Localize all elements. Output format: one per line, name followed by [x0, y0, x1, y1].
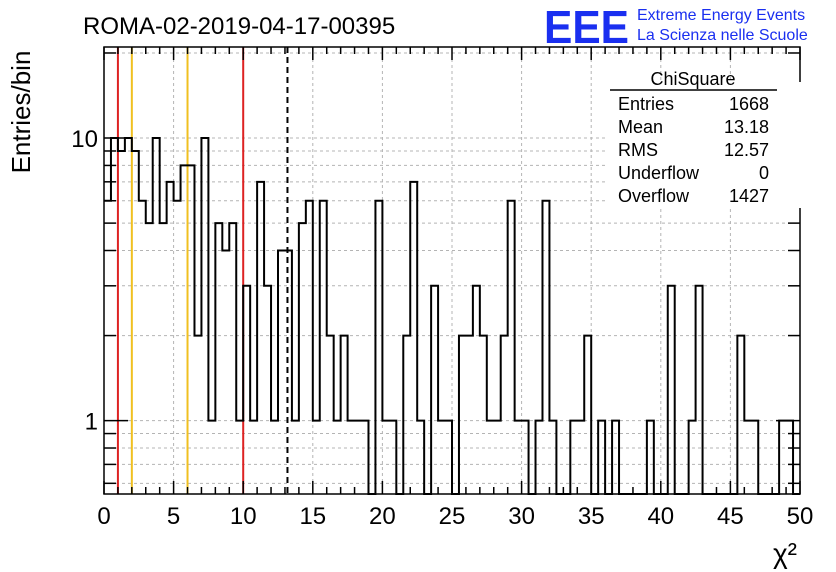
stats-label: RMS [618, 140, 658, 160]
stats-value: 0 [759, 163, 769, 183]
x-tick-label: 35 [578, 503, 605, 530]
axis-ticks [103, 47, 801, 494]
x-axis-label: χ² [773, 538, 797, 569]
logo-eee: EEE [544, 1, 629, 53]
reference-lines [116, 47, 289, 494]
x-tick-label: 40 [647, 503, 674, 530]
x-tick-label: 5 [167, 503, 180, 530]
x-tick-label: 0 [97, 503, 110, 530]
x-tick-label: 20 [369, 503, 396, 530]
tick-labels: 0 5 10 15 20 25 30 35 40 45 50 1 10 [71, 126, 813, 530]
stats-title: ChiSquare [650, 69, 735, 89]
y-tick-label: 1 [85, 409, 98, 436]
y-tick-label: 10 [71, 126, 98, 153]
stats-value: 1668 [729, 94, 769, 114]
stats-value: 13.18 [724, 117, 769, 137]
x-tick-label: 30 [508, 503, 535, 530]
x-tick-label: 50 [787, 503, 814, 530]
logo-line2: La Scienza nelle Scuole [637, 27, 808, 44]
stats-label: Overflow [618, 186, 690, 206]
stats-value: 12.57 [724, 140, 769, 160]
logo-line1: Extreme Energy Events [637, 7, 805, 24]
x-tick-label: 15 [299, 503, 326, 530]
stats-value: 1427 [729, 186, 769, 206]
y-axis-label: Entries/bin [6, 51, 36, 174]
stats-label: Underflow [618, 163, 700, 183]
x-tick-label: 25 [439, 503, 466, 530]
x-tick-label: 10 [230, 503, 257, 530]
stats-label: Entries [618, 94, 674, 114]
stats-label: Mean [618, 117, 663, 137]
stats-box: ChiSquare Entries 1668 Mean 13.18 RMS 12.57 Un… [608, 69, 808, 208]
run-title: ROMA-02-2019-04-17-00395 [83, 13, 395, 40]
x-tick-label: 45 [717, 503, 744, 530]
